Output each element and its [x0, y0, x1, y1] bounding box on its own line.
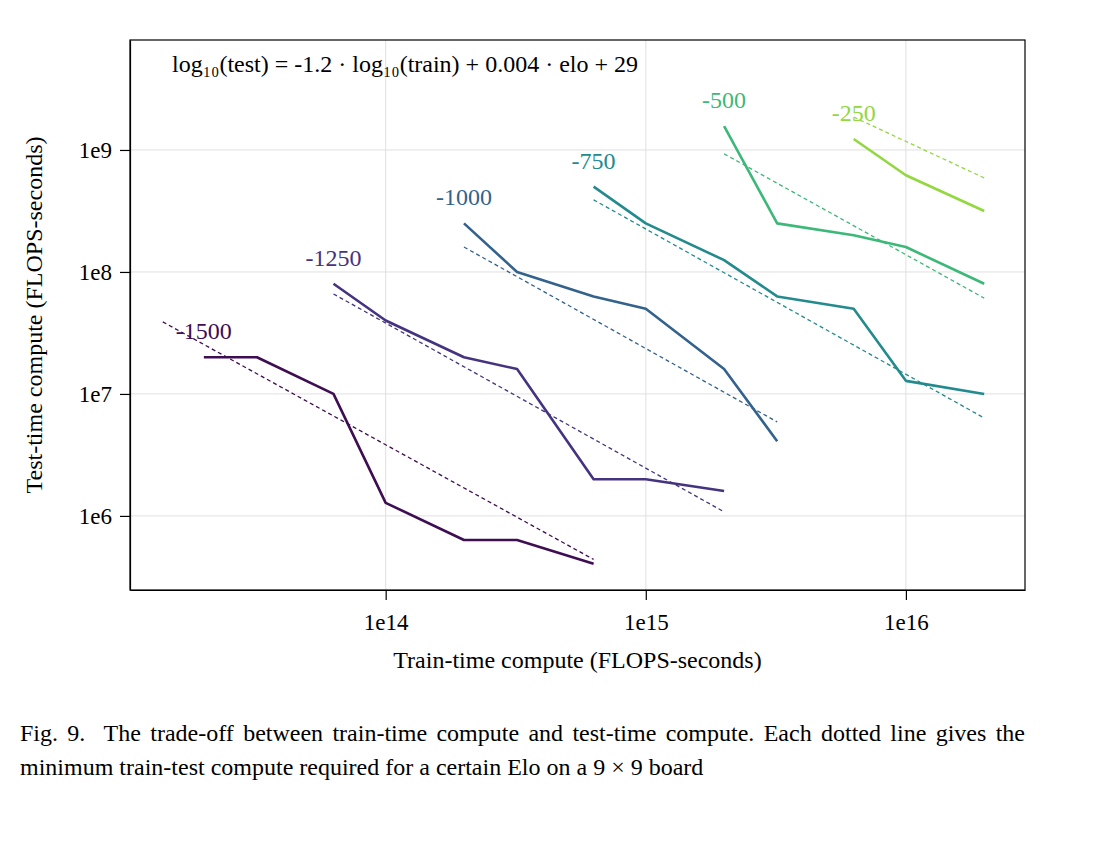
y-tick-mark — [120, 394, 130, 395]
y-grid-line — [130, 393, 1025, 394]
x-grid-line — [385, 40, 386, 590]
grid — [130, 40, 1025, 590]
series-label: -1500 — [176, 318, 232, 344]
y-axis: 1e6 1e7 1e8 1e9 — [79, 41, 131, 591]
series-label: -500 — [702, 87, 746, 113]
x-grid-line — [645, 40, 646, 590]
y-tick: 1e8 — [79, 260, 130, 285]
data-line — [724, 126, 984, 284]
data-line — [204, 357, 594, 564]
x-axis-line — [131, 590, 1026, 591]
fit-line — [333, 294, 724, 512]
x-tick-mark — [646, 590, 647, 600]
series-label: -750 — [572, 148, 616, 174]
y-grid-line — [130, 515, 1025, 516]
fit-line — [854, 117, 984, 178]
y-tick-mark — [120, 516, 130, 517]
x-tick: 1e16 — [884, 590, 929, 635]
y-axis-line — [130, 41, 131, 591]
y-tick-mark — [120, 150, 130, 151]
data-line — [333, 284, 724, 491]
x-tick: 1e14 — [364, 590, 409, 635]
caption: Fig. 9. The trade-off between train-time… — [20, 716, 1025, 784]
fit-line — [163, 322, 594, 560]
data-line — [464, 223, 777, 441]
series-label: -250 — [832, 100, 876, 126]
data-line — [594, 187, 985, 394]
y-tick: 1e9 — [79, 138, 130, 163]
y-tick: 1e6 — [79, 504, 130, 529]
x-tick: 1e15 — [624, 590, 669, 635]
x-tick-label: 1e15 — [624, 610, 669, 635]
x-tick-label: 1e14 — [364, 610, 409, 635]
series-label: -1250 — [305, 245, 361, 271]
y-grid-line — [130, 271, 1025, 272]
x-axis-title: Train-time compute (FLOPS-seconds) — [393, 647, 761, 673]
x-axis: 1e14 1e15 1e16 — [131, 590, 1026, 635]
y-tick-label: 1e9 — [79, 138, 112, 163]
plot-frame — [130, 40, 1025, 590]
fit-line — [724, 154, 984, 298]
x-grid-line — [905, 40, 906, 590]
y-tick-label: 1e8 — [79, 260, 112, 285]
chart-svg: 1e14 1e15 1e16 1e6 1e7 1e8 1e9 Train-time compu… — [0, 0, 1095, 700]
annotation: log₁₀(test) = -1.2 · log₁₀(train) + 0.00… — [172, 51, 638, 77]
data-line — [854, 139, 984, 211]
fit-line — [594, 200, 985, 418]
fit-line — [464, 247, 777, 422]
y-tick-label: 1e7 — [79, 382, 112, 407]
y-axis-title: Test-time compute (FLOPS-seconds) — [21, 137, 47, 494]
x-tick-mark — [906, 590, 907, 600]
x-tick-mark — [386, 590, 387, 600]
series-label: -1000 — [436, 184, 492, 210]
y-tick: 1e7 — [79, 382, 130, 407]
y-tick-mark — [120, 272, 130, 273]
x-tick-label: 1e16 — [884, 610, 929, 635]
y-tick-label: 1e6 — [79, 504, 112, 529]
plot-area — [163, 117, 984, 564]
